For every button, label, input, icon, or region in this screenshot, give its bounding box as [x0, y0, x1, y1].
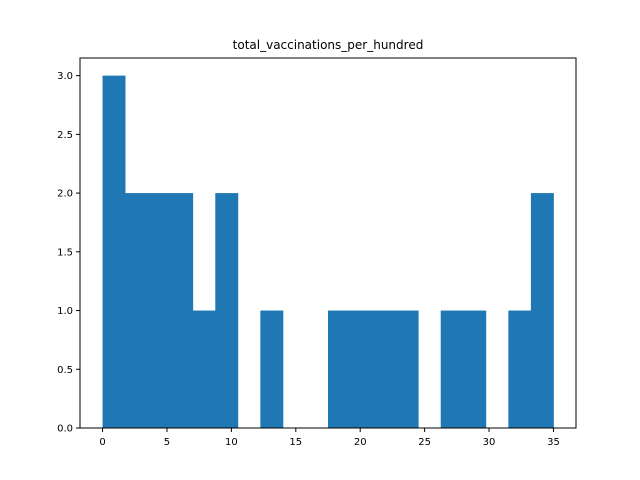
y-tick-label: 0.0	[57, 424, 73, 435]
histogram-bar	[508, 310, 532, 428]
x-tick-label: 20	[354, 437, 367, 448]
plot-frame	[79, 57, 577, 429]
chart-title: total_vaccinations_per_hundred	[233, 38, 424, 52]
histogram-bar	[463, 310, 487, 428]
histogram-bar	[102, 75, 126, 428]
histogram-bar	[328, 310, 351, 428]
histogram-bar	[395, 310, 419, 428]
y-tick-label: 0.5	[57, 365, 73, 376]
x-tick-label: 25	[418, 437, 431, 448]
x-tick-label: 0	[99, 437, 105, 448]
x-tick-label: 15	[289, 437, 302, 448]
x-axis-ticks: 0 5 10 15 20 25 30 35	[99, 428, 560, 448]
histogram-bar	[373, 310, 397, 428]
y-tick-label: 1.0	[57, 306, 73, 317]
y-tick-label: 2.5	[57, 130, 73, 141]
histogram-bar	[260, 310, 284, 428]
y-tick-label: 1.5	[57, 247, 73, 258]
x-tick-label: 35	[547, 437, 560, 448]
histogram-bar	[215, 193, 239, 428]
histogram-bar	[530, 193, 554, 428]
y-tick-label: 2.0	[57, 189, 73, 200]
y-axis-ticks: 0.0 0.5 1.0 1.5 2.0 2.5 3.0	[57, 71, 80, 435]
histogram-bar	[147, 193, 171, 428]
histogram-bar	[440, 310, 464, 428]
x-tick-label: 30	[483, 437, 496, 448]
histogram-bar	[350, 310, 374, 428]
bars-group	[102, 75, 554, 428]
histogram-bar	[125, 193, 149, 428]
histogram-bar	[170, 193, 194, 428]
histogram-bar	[192, 310, 216, 428]
y-tick-label: 3.0	[57, 71, 73, 82]
x-tick-label: 5	[164, 437, 170, 448]
x-tick-label: 10	[225, 437, 238, 448]
